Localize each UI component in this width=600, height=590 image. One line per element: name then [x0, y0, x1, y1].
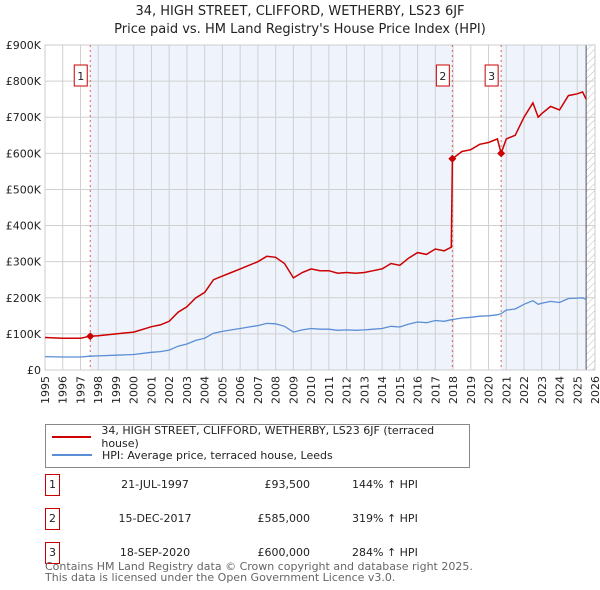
plot-area: 1995 1996 1997 1998 1999 2000 2001 2002 2003 2004… — [6, 39, 600, 404]
x-tick-label: 2008 — [270, 376, 283, 404]
y-tick-label: £200K — [6, 292, 42, 305]
sale-label-border — [484, 64, 499, 87]
legend-item-hpi: HPI: Average price, terraced house, Leed… — [52, 446, 333, 464]
sale-label-number: 2 — [439, 70, 446, 83]
sale-date: 18-SEP-2020 — [119, 546, 191, 559]
sale-price: £585,000 — [257, 512, 311, 525]
sale-hpi: 284% ↑ HPI — [352, 546, 418, 559]
sale-point — [86, 332, 95, 341]
x-tick-label: 2012 — [341, 376, 354, 404]
x-tick-label: 1999 — [110, 376, 123, 404]
y-tick-label: £0 — [27, 364, 41, 377]
x-tick-label: 2022 — [518, 376, 531, 404]
sale-hpi: 144% ↑ HPI — [352, 478, 418, 491]
sale-number: 2 — [45, 508, 60, 530]
sale-row: 3 18-SEP-2020 £600,000 284% ↑ HPI — [45, 542, 445, 564]
y-tick-label: £800K — [6, 75, 42, 88]
x-tick-label: 2014 — [376, 376, 389, 404]
x-tick-label: 2009 — [287, 376, 300, 404]
sale-date: 15-DEC-2017 — [118, 512, 192, 525]
sale-row: 2 15-DEC-2017 £585,000 319% ↑ HPI — [45, 508, 445, 530]
sale-point — [448, 154, 457, 163]
x-tick-label: 1996 — [57, 376, 70, 404]
legend-swatch-blue — [52, 454, 92, 456]
x-tick-label: 2021 — [500, 376, 513, 404]
chart-subtitle: Price paid vs. HM Land Registry's House … — [114, 22, 486, 37]
shaded-ownership-period-2 — [501, 45, 587, 370]
x-tick-label: 2015 — [394, 376, 407, 404]
x-tick-label: 2002 — [163, 376, 176, 404]
sale-label-number: 1 — [77, 70, 84, 83]
x-tick-label: 2011 — [323, 376, 336, 404]
sale-price: £93,500 — [264, 478, 311, 491]
x-tick-label: 2019 — [465, 376, 478, 404]
x-tick-label: 2026 — [589, 376, 600, 404]
sale-price: £600,000 — [257, 546, 311, 559]
y-tick-label: £500K — [6, 183, 42, 196]
x-tick-label: 2023 — [536, 376, 549, 404]
legend: 34, HIGH STREET, CLIFFORD, WETHERBY, LS2… — [45, 424, 470, 468]
y-tick-label: £900K — [6, 39, 42, 52]
x-tick-label: 2004 — [199, 376, 212, 404]
forecast-hatch — [586, 45, 595, 370]
sale-number: 3 — [45, 542, 60, 564]
x-tick-label: 2010 — [305, 376, 318, 404]
x-tick-label: 2006 — [234, 376, 247, 404]
sale-label-box: 1 — [73, 64, 88, 87]
x-tick-label: 1995 — [39, 376, 52, 404]
x-tick-label: 1998 — [92, 376, 105, 404]
chart-title: 34, HIGH STREET, CLIFFORD, WETHERBY, LS2… — [135, 4, 465, 19]
x-tick-label: 2003 — [181, 376, 194, 404]
x-tick-label: 2017 — [429, 376, 442, 404]
sale-label-border — [435, 64, 450, 87]
sale-label-box: 2 — [435, 64, 450, 87]
hpi-series-line — [44, 297, 587, 358]
x-tick-label: 2025 — [571, 376, 584, 404]
x-tick-label: 2001 — [145, 376, 158, 404]
legend-label: 34, HIGH STREET, CLIFFORD, WETHERBY, LS2… — [101, 424, 435, 450]
footer-line2: This data is licensed under the Open Gov… — [45, 571, 396, 584]
y-tick-label: £300K — [6, 256, 42, 269]
y-tick-label: £100K — [6, 328, 42, 341]
footer-line1: Contains HM Land Registry data © Crown c… — [45, 560, 473, 573]
y-tick-label: £400K — [6, 220, 42, 233]
plot-border — [44, 44, 596, 371]
legend-label: HPI: Average price, terraced house, Leed… — [102, 448, 333, 462]
x-tick-label: 2024 — [554, 376, 567, 404]
legend-swatch-red — [52, 436, 92, 438]
sale-row: 1 21-JUL-1997 £93,500 144% ↑ HPI — [45, 474, 445, 496]
x-tick-label: 1997 — [74, 376, 87, 404]
sale-hpi: 319% ↑ HPI — [352, 512, 418, 525]
sale-number: 1 — [45, 474, 60, 496]
legend-item-property: 34, HIGH STREET, CLIFFORD, WETHERBY, LS2… — [52, 424, 469, 450]
property-series-line — [44, 90, 587, 339]
shaded-ownership-period-1 — [90, 45, 453, 370]
sale-point — [497, 149, 506, 158]
x-tick-label: 2000 — [128, 376, 141, 404]
x-tick-label: 2020 — [483, 376, 496, 404]
y-tick-label: £700K — [6, 111, 42, 124]
sale-date: 21-JUL-1997 — [121, 478, 189, 491]
x-tick-label: 2013 — [358, 376, 371, 404]
y-tick-label: £600K — [6, 147, 42, 160]
sale-label-border — [73, 64, 88, 87]
sale-label-number: 3 — [488, 70, 495, 83]
x-tick-label: 2016 — [412, 376, 425, 404]
x-tick-label: 2007 — [252, 376, 265, 404]
sale-label-box: 3 — [484, 64, 499, 87]
x-tick-label: 2005 — [216, 376, 229, 404]
x-tick-label: 2018 — [447, 376, 460, 404]
